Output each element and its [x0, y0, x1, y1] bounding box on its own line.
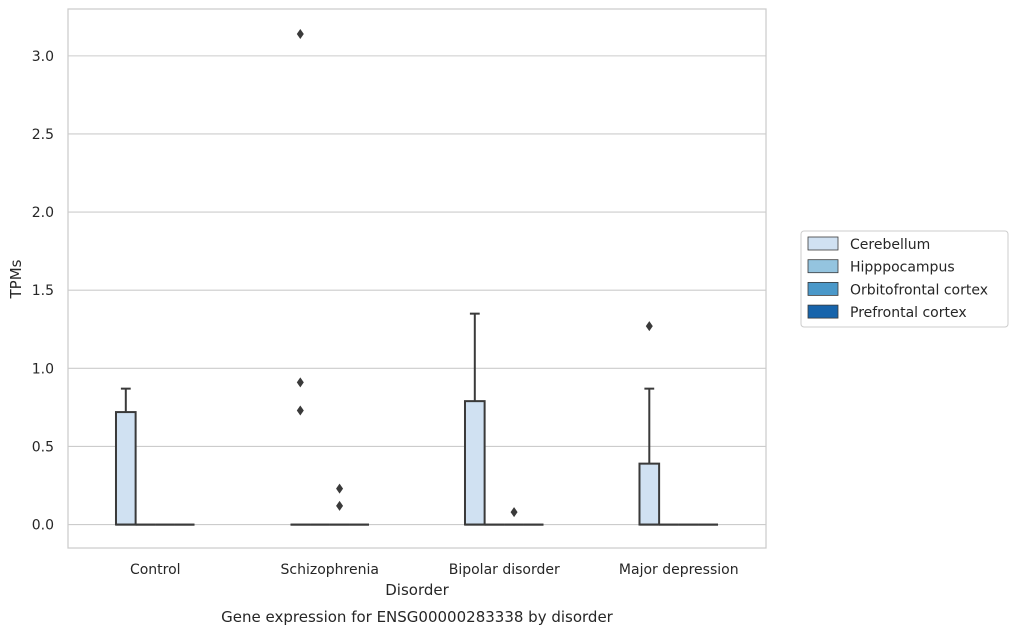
legend[interactable]: Cerebellum Hipppocampus Orbitofrontal cort…: [800, 230, 1009, 328]
y-tick-label: 0.5: [32, 439, 54, 455]
box-cerebellum: [290, 28, 311, 526]
y-tick-label: 0.0: [32, 518, 54, 534]
box-series: [114, 28, 719, 526]
legend-label: Cerebellum: [850, 237, 930, 253]
legend-label: Prefrontal cortex: [850, 305, 967, 321]
y-axis-title: TPMs: [7, 259, 25, 299]
y-tick-label: 1.0: [32, 361, 54, 377]
outlier-point: [645, 321, 653, 332]
box-body: [463, 400, 486, 526]
outlier-point: [336, 483, 344, 494]
chart-caption: Gene expression for ENSG00000283338 by d…: [221, 608, 614, 626]
x-tick-label: Control: [130, 562, 181, 578]
x-tick-label: Bipolar disorder: [449, 562, 560, 578]
grid-lines: [68, 55, 766, 526]
legend-swatch: [807, 281, 839, 296]
y-tick-labels: 0.0 0.5 1.0 1.5 2.0 2.5 3.0: [32, 49, 54, 534]
box-body: [114, 411, 137, 526]
legend-items: Cerebellum Hipppocampus Orbitofrontal cort…: [807, 236, 988, 321]
box-orbitofrontal-cortex: [329, 483, 350, 526]
box-orbitofrontal-cortex: [504, 507, 524, 526]
outlier-point: [296, 405, 304, 416]
x-tick-labels: Control Schizophrenia Bipolar disorder Majo…: [130, 562, 739, 578]
box-cerebellum: [463, 312, 486, 526]
legend-label: Orbitofrontal cortex: [850, 282, 988, 298]
legend-swatch: [807, 304, 839, 319]
x-tick-label: Major depression: [619, 562, 739, 578]
outlier-point: [296, 377, 304, 388]
legend-swatch: [807, 259, 839, 274]
y-tick-label: 2.5: [32, 127, 54, 143]
legend-swatch: [807, 236, 839, 251]
x-tick-label: Schizophrenia: [281, 562, 379, 578]
legend-frame: [800, 230, 1009, 328]
x-axis-title: Disorder: [385, 581, 449, 599]
box-body: [638, 462, 661, 526]
y-tick-label: 3.0: [32, 49, 54, 65]
y-tick-label: 2.0: [32, 205, 54, 221]
legend-label: Hipppocampus: [850, 260, 955, 276]
box-cerebellum: [638, 321, 661, 526]
box-cerebellum: [114, 387, 137, 526]
y-tick-label: 1.5: [32, 283, 54, 299]
plot-frame: [67, 8, 767, 549]
outlier-point: [296, 28, 304, 39]
outlier-point: [336, 500, 344, 511]
outlier-point: [510, 507, 518, 518]
